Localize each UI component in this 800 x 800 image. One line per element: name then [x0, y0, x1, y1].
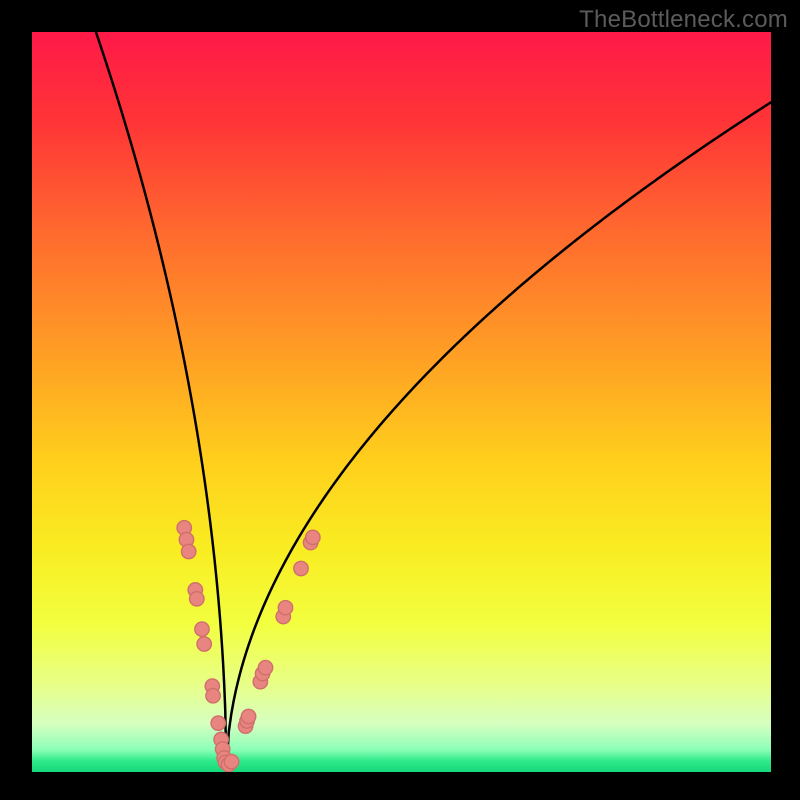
watermark-text: TheBottleneck.com [579, 6, 788, 34]
data-marker [294, 561, 308, 575]
data-marker [211, 716, 225, 730]
data-marker [190, 592, 204, 606]
data-marker [195, 622, 209, 636]
data-marker [258, 660, 272, 674]
data-marker [306, 530, 320, 544]
data-marker [206, 689, 220, 703]
data-marker [278, 601, 292, 615]
data-marker [197, 637, 211, 651]
data-marker [241, 709, 255, 723]
bottleneck-chart [32, 32, 771, 772]
data-marker [181, 544, 195, 558]
data-marker [224, 754, 238, 768]
